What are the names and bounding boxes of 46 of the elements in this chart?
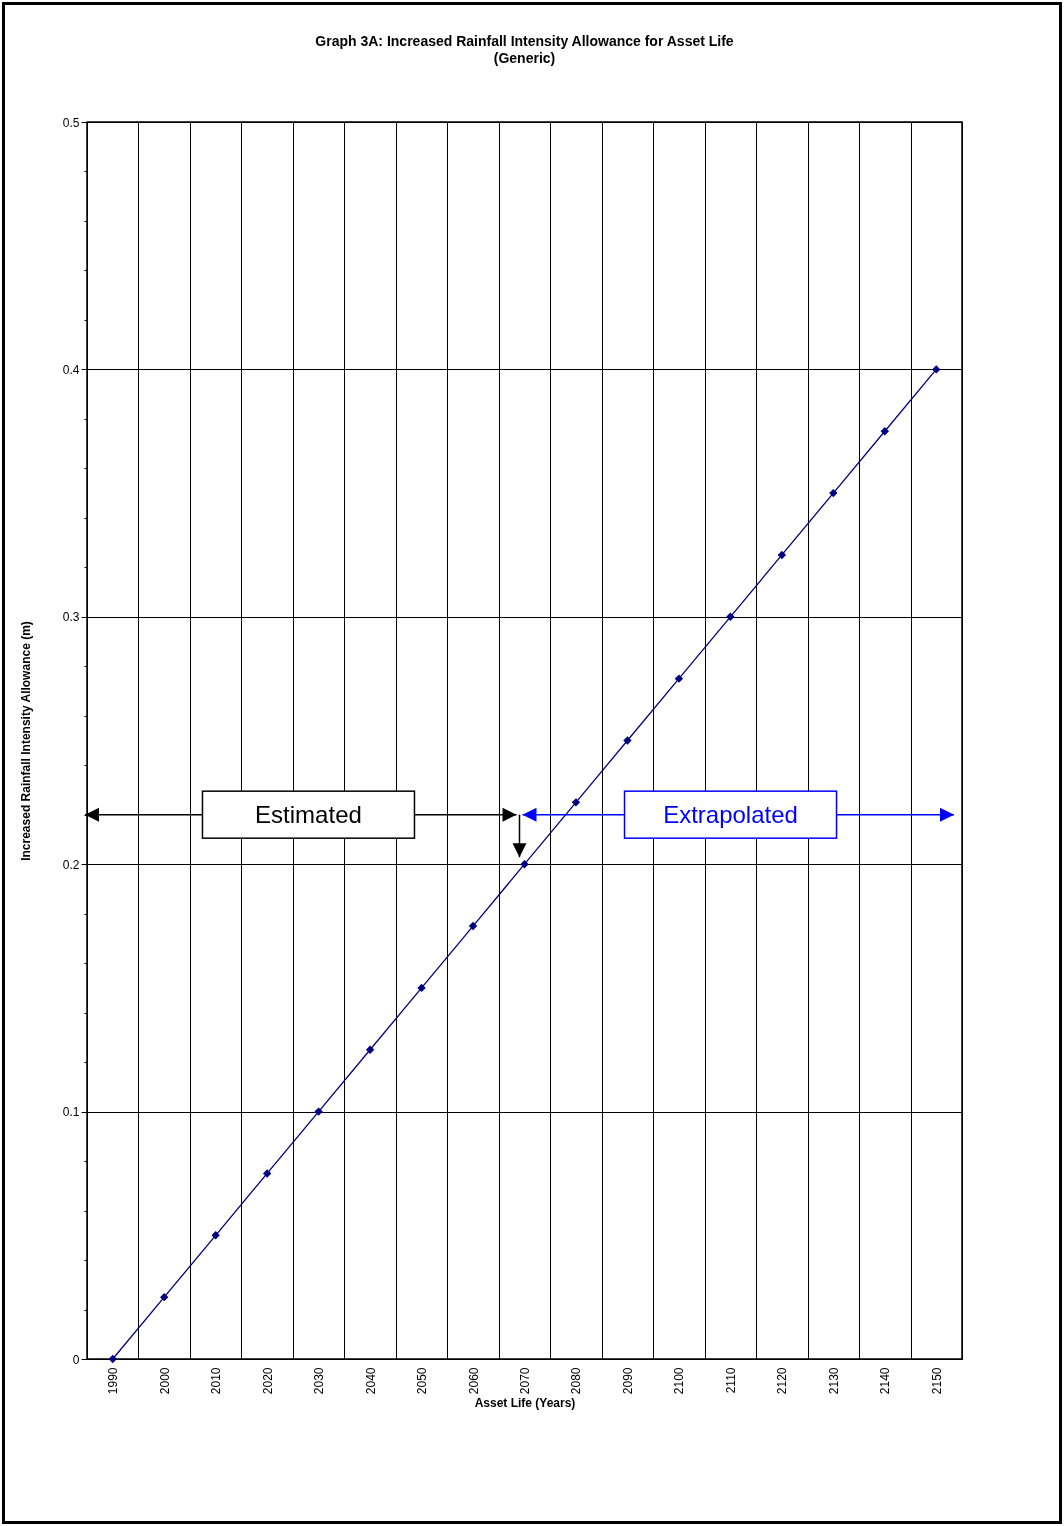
x-tick-label: 2140 — [878, 1367, 893, 1395]
y-tick-label: 0.3 — [62, 610, 80, 625]
point — [674, 674, 684, 683]
point — [571, 798, 581, 807]
point — [262, 1169, 272, 1178]
x-tick-label: 2130 — [826, 1367, 841, 1395]
point — [314, 1107, 323, 1116]
x-tick-label: 2080 — [569, 1367, 584, 1395]
y-tick-label: 0.1 — [62, 1105, 80, 1120]
y-axis-title: Increased Rainfall Intensity Allowance (m) — [18, 621, 33, 861]
x-tick-label: 2010 — [209, 1367, 224, 1395]
chart-title: Graph 3A: Increased Rainfall Intensity Allowance for Asset Life — [315, 33, 734, 49]
y-tick-label: 0 — [72, 1352, 80, 1367]
x-tick-label: 2110 — [723, 1367, 738, 1394]
y-tick-label: 0.2 — [62, 857, 80, 872]
point — [726, 612, 735, 621]
point — [829, 488, 838, 498]
point — [108, 1354, 117, 1364]
point — [623, 736, 632, 745]
x-tick-label: 2100 — [672, 1367, 687, 1395]
x-tick-label: 2040 — [363, 1367, 378, 1395]
point — [932, 365, 941, 374]
point — [365, 1045, 375, 1054]
point — [777, 550, 787, 560]
annotation: Extrapolated — [663, 800, 798, 828]
x-tick-label: 2030 — [312, 1367, 327, 1395]
x-tick-label: 1990 — [106, 1367, 121, 1395]
x-tick-label: 2060 — [466, 1367, 481, 1395]
x-tick-label: 2000 — [157, 1367, 172, 1395]
x-tick-label: 2120 — [775, 1367, 790, 1395]
point — [160, 1292, 169, 1302]
point — [211, 1231, 220, 1240]
y-tick-label: 0.5 — [62, 115, 80, 130]
x-axis-title: Asset Life (Years) — [474, 1396, 576, 1411]
x-tick-label: 2150 — [929, 1367, 944, 1395]
x-tick-label: 2050 — [415, 1367, 430, 1395]
y-tick-label: 0.4 — [62, 362, 80, 377]
point — [417, 983, 426, 993]
point — [468, 921, 478, 931]
point — [880, 427, 889, 436]
point — [520, 860, 529, 869]
annotation: Estimated — [255, 800, 362, 828]
chart-subtitle: (Generic) — [493, 50, 556, 66]
x-tick-label: 2090 — [620, 1367, 635, 1395]
x-tick-label: 2070 — [518, 1367, 532, 1395]
x-tick-label: 2020 — [260, 1367, 275, 1395]
